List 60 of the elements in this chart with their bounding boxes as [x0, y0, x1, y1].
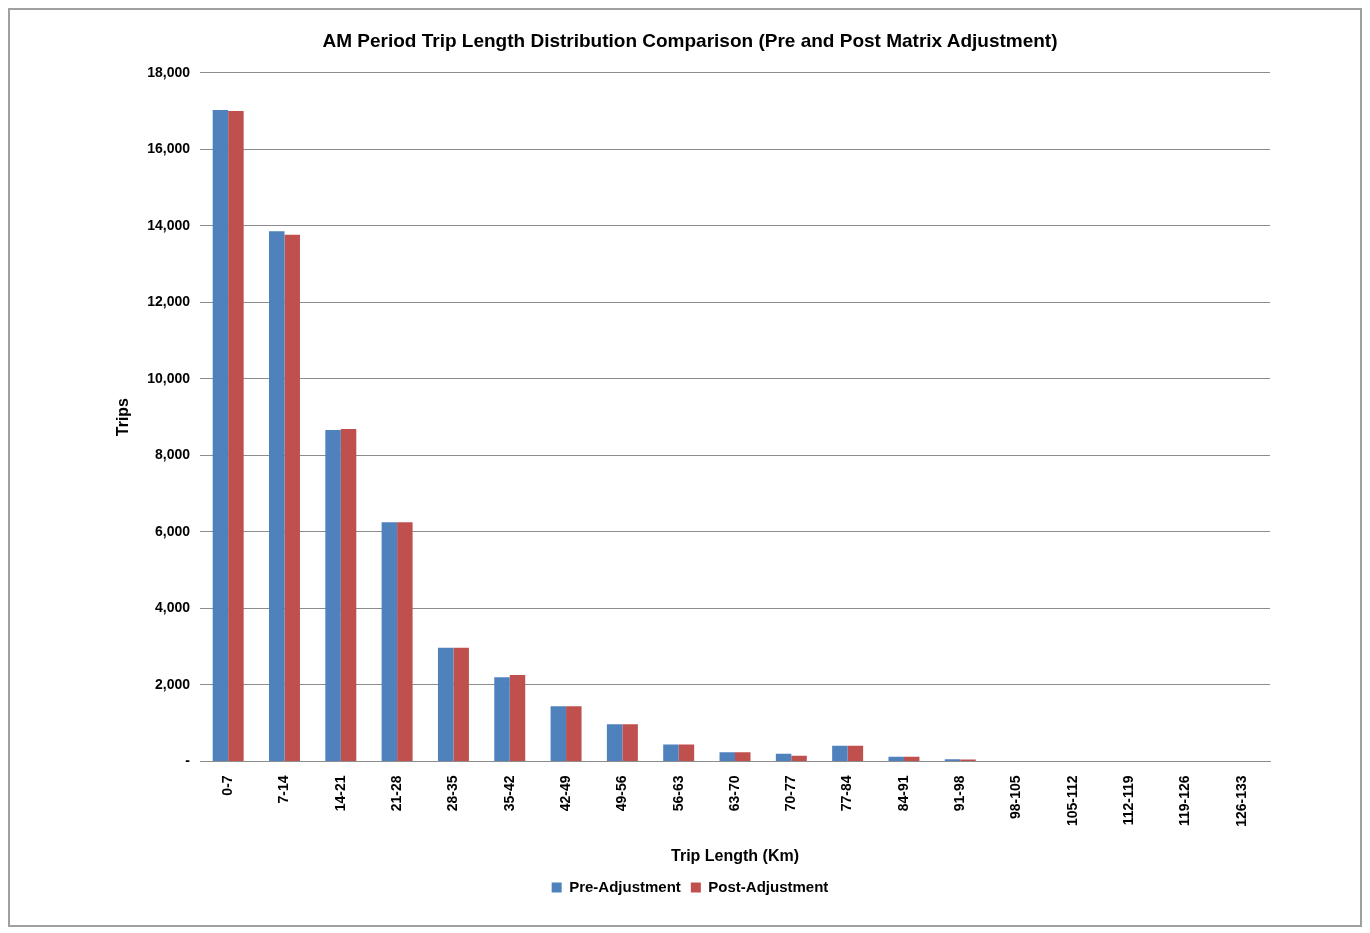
bar [566, 706, 582, 761]
x-tick-label: 105-112 [1063, 775, 1080, 827]
bar [791, 755, 807, 761]
bar [494, 677, 510, 761]
x-tick-label: 49-56 [613, 775, 630, 812]
chart-title: AM Period Trip Length Distribution Comparison (Pre and Post Matrix Adjustment) [322, 29, 1058, 51]
x-tick-label: 126-133 [1232, 775, 1249, 827]
x-tick-label: 56-63 [669, 775, 686, 812]
bar [663, 744, 679, 761]
y-tick-label: 10,000 [147, 369, 191, 386]
bar [284, 234, 300, 761]
bar [678, 744, 695, 761]
legend-label: Post-Adjustment [708, 877, 829, 895]
bar [719, 752, 736, 761]
bar [228, 111, 244, 761]
x-tick-label: 112-119 [1120, 775, 1137, 826]
x-tick-label: 35-42 [500, 775, 517, 812]
x-tick-label: 119-126 [1176, 775, 1193, 827]
bar [397, 522, 413, 761]
y-tick-label: - [185, 752, 191, 769]
x-tick-label: 98-105 [1007, 775, 1024, 820]
y-tick-label: 6,000 [154, 522, 191, 539]
bar [269, 231, 285, 761]
bar [340, 428, 357, 761]
y-tick-label: 12,000 [147, 293, 191, 310]
y-tick-label: 4,000 [154, 599, 191, 616]
bar [550, 706, 567, 761]
bar [381, 522, 398, 761]
x-tick-label: 14-21 [331, 775, 348, 812]
x-tick-label: 0-7 [219, 775, 236, 796]
y-tick-label: 18,000 [147, 63, 191, 80]
x-tick-label: 91-98 [951, 775, 968, 812]
bar [832, 745, 848, 761]
x-axis-title: Trip Length (Km) [671, 846, 799, 864]
x-tick-label: 21-28 [387, 775, 404, 812]
x-tick-label: 42-49 [556, 775, 573, 812]
legend-label: Pre-Adjustment [569, 877, 681, 895]
bar [903, 756, 920, 761]
x-tick-label: 7-14 [275, 775, 292, 804]
bar [212, 109, 229, 761]
y-tick-label: 14,000 [147, 216, 191, 233]
bar [437, 647, 454, 761]
x-tick-label: 77-84 [838, 775, 855, 812]
x-tick-label: 63-70 [725, 775, 742, 812]
y-tick-label: 2,000 [154, 675, 191, 692]
y-tick-label: 16,000 [147, 140, 191, 157]
bar [735, 752, 751, 761]
bar [509, 674, 526, 761]
x-tick-label: 70-77 [782, 775, 799, 812]
bar [847, 745, 864, 761]
x-tick-label: 84-91 [894, 775, 911, 812]
bar [622, 724, 638, 761]
x-tick-label: 28-35 [444, 775, 461, 812]
y-tick-label: 8,000 [154, 446, 191, 463]
bar [606, 724, 623, 761]
bar [775, 753, 792, 761]
y-axis-title: Trips [114, 397, 132, 437]
bar [888, 756, 904, 761]
bar [325, 430, 341, 761]
bar [453, 647, 469, 761]
